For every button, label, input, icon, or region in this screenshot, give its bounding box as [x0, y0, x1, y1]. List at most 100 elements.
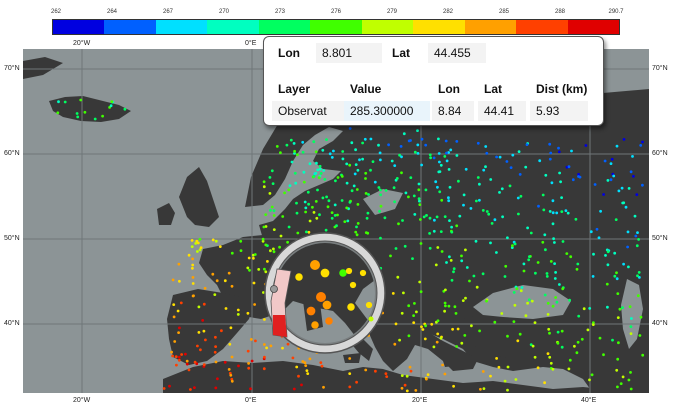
station-marker[interactable]: [595, 227, 599, 231]
station-marker[interactable]: [554, 296, 557, 299]
station-marker[interactable]: [204, 338, 207, 342]
station-marker[interactable]: [268, 192, 272, 195]
station-marker[interactable]: [192, 294, 195, 298]
station-marker[interactable]: [413, 302, 416, 305]
station-marker[interactable]: [552, 237, 555, 241]
station-marker[interactable]: [474, 239, 478, 243]
station-marker[interactable]: [498, 191, 501, 194]
lens-station-marker[interactable]: [349, 281, 357, 289]
station-marker[interactable]: [445, 151, 448, 155]
station-marker[interactable]: [174, 355, 178, 359]
station-marker[interactable]: [453, 305, 457, 309]
station-marker[interactable]: [348, 372, 352, 375]
station-marker[interactable]: [246, 266, 250, 270]
station-marker[interactable]: [417, 182, 421, 186]
station-marker[interactable]: [627, 187, 631, 190]
station-marker[interactable]: [236, 313, 240, 316]
lens-station-marker[interactable]: [365, 301, 373, 309]
station-marker[interactable]: [631, 155, 634, 158]
station-marker[interactable]: [422, 215, 426, 219]
station-marker[interactable]: [503, 275, 507, 278]
station-marker[interactable]: [379, 188, 382, 192]
station-marker[interactable]: [428, 246, 432, 250]
station-marker[interactable]: [622, 262, 625, 266]
station-marker[interactable]: [463, 334, 467, 337]
station-marker[interactable]: [300, 383, 303, 387]
station-marker[interactable]: [561, 240, 565, 243]
station-marker[interactable]: [475, 285, 479, 289]
station-marker[interactable]: [575, 351, 579, 355]
station-marker[interactable]: [279, 151, 282, 155]
station-marker[interactable]: [543, 233, 547, 237]
station-marker[interactable]: [639, 315, 643, 319]
station-marker[interactable]: [544, 173, 548, 177]
station-marker[interactable]: [418, 203, 422, 207]
station-marker[interactable]: [464, 248, 467, 252]
station-marker[interactable]: [533, 355, 537, 359]
station-marker[interactable]: [450, 225, 453, 229]
station-marker[interactable]: [457, 179, 460, 183]
station-marker[interactable]: [506, 388, 509, 392]
station-marker[interactable]: [444, 288, 447, 292]
station-marker[interactable]: [593, 183, 597, 186]
station-marker[interactable]: [489, 374, 492, 378]
station-marker[interactable]: [394, 322, 398, 326]
station-marker[interactable]: [304, 364, 308, 367]
station-marker[interactable]: [340, 199, 344, 202]
station-marker[interactable]: [374, 369, 377, 373]
station-marker[interactable]: [584, 144, 588, 147]
station-marker[interactable]: [504, 264, 508, 268]
station-marker[interactable]: [330, 216, 334, 220]
station-marker[interactable]: [314, 200, 318, 203]
station-marker[interactable]: [524, 165, 528, 169]
station-marker[interactable]: [452, 270, 455, 274]
station-marker[interactable]: [270, 169, 274, 173]
station-marker[interactable]: [443, 309, 446, 313]
station-marker[interactable]: [257, 268, 261, 271]
station-marker[interactable]: [617, 189, 621, 193]
station-marker[interactable]: [340, 175, 344, 178]
station-marker[interactable]: [434, 180, 438, 184]
station-marker[interactable]: [519, 194, 523, 198]
station-marker[interactable]: [176, 309, 180, 313]
station-marker[interactable]: [448, 219, 451, 223]
station-marker[interactable]: [253, 303, 256, 306]
station-marker[interactable]: [518, 173, 522, 176]
station-marker[interactable]: [476, 141, 480, 145]
station-marker[interactable]: [316, 188, 319, 192]
station-marker[interactable]: [465, 266, 469, 269]
station-marker[interactable]: [534, 271, 537, 275]
station-marker[interactable]: [557, 146, 560, 150]
station-marker[interactable]: [629, 371, 632, 374]
station-marker[interactable]: [543, 381, 546, 385]
station-marker[interactable]: [178, 326, 181, 330]
station-marker[interactable]: [526, 226, 529, 230]
station-marker[interactable]: [315, 216, 319, 220]
station-marker[interactable]: [411, 257, 414, 260]
station-marker[interactable]: [448, 255, 451, 259]
station-marker[interactable]: [229, 326, 233, 330]
station-marker[interactable]: [462, 203, 465, 207]
station-marker[interactable]: [285, 143, 289, 147]
station-marker[interactable]: [605, 282, 609, 286]
station-marker[interactable]: [516, 339, 520, 343]
station-marker[interactable]: [548, 331, 551, 335]
station-marker[interactable]: [591, 323, 595, 326]
station-marker[interactable]: [588, 378, 591, 382]
station-marker[interactable]: [630, 317, 633, 320]
station-marker[interactable]: [432, 345, 436, 349]
station-marker[interactable]: [312, 140, 316, 144]
station-marker[interactable]: [306, 372, 310, 375]
station-marker[interactable]: [261, 237, 265, 241]
station-marker[interactable]: [556, 330, 560, 334]
station-marker[interactable]: [191, 266, 194, 270]
station-marker[interactable]: [196, 344, 199, 348]
station-marker[interactable]: [407, 139, 411, 143]
lens-station-marker[interactable]: [345, 267, 353, 275]
station-marker[interactable]: [485, 210, 489, 213]
station-marker[interactable]: [356, 168, 360, 172]
station-marker[interactable]: [184, 352, 187, 356]
station-marker[interactable]: [191, 282, 195, 285]
station-marker[interactable]: [536, 261, 540, 264]
station-marker[interactable]: [448, 185, 452, 189]
